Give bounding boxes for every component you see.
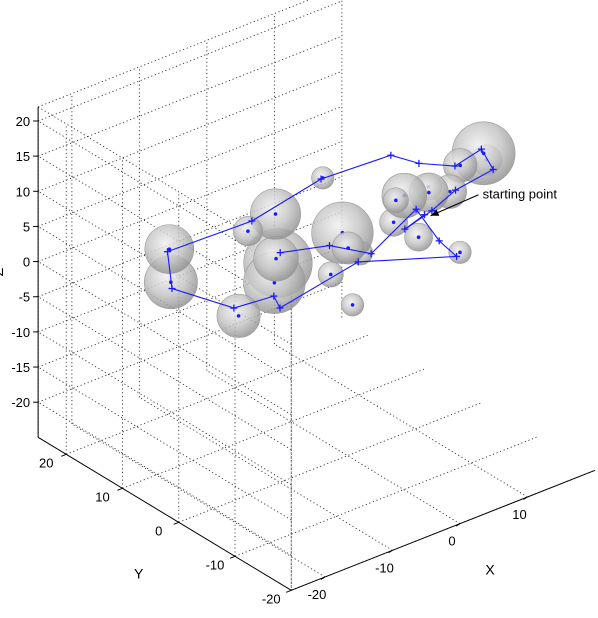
grid-line — [274, 343, 528, 498]
grid-line — [37, 0, 343, 122]
sphere-center-point — [394, 198, 398, 203]
path-marker — [387, 151, 395, 159]
x-tick-mark — [523, 496, 528, 500]
path-marker — [453, 252, 461, 260]
path-marker — [248, 217, 256, 225]
z-tick-label: -5 — [19, 290, 31, 305]
path-marker — [435, 237, 443, 245]
annotation-arrow — [430, 194, 479, 217]
sphere-center-point — [448, 189, 452, 194]
sphere-center-point — [272, 280, 277, 285]
sphere-center-point — [167, 247, 172, 251]
grid-line — [71, 423, 326, 578]
sphere-center-point — [236, 314, 241, 318]
y-axis-label: Y — [134, 566, 144, 582]
path-series — [164, 145, 497, 312]
grid-line — [234, 435, 539, 557]
x-tick-label: -10 — [375, 560, 394, 575]
y-tick-mark — [286, 589, 292, 593]
y-axis-line — [37, 436, 292, 591]
spheres — [143, 121, 516, 338]
y-tick-label: -10 — [206, 557, 225, 572]
sphere-center-point — [273, 212, 278, 216]
y-tick-mark — [229, 555, 236, 559]
x-axis-label: X — [485, 561, 495, 577]
grid-line — [66, 333, 371, 455]
path-marker — [354, 258, 362, 266]
sphere-center-point — [458, 250, 462, 255]
path-marker — [164, 248, 171, 256]
grid-line — [37, 35, 343, 157]
path-marker — [477, 145, 485, 153]
grid-line — [37, 70, 343, 192]
z-tick-label: 0 — [23, 255, 30, 270]
z-tick-label: -15 — [11, 360, 30, 375]
x-tick-mark — [455, 523, 461, 527]
grid-line — [122, 367, 427, 489]
grid-line — [37, 366, 292, 521]
path-marker — [230, 304, 238, 312]
annotation-text: starting point — [483, 187, 558, 202]
z-tick-label: -10 — [11, 325, 30, 340]
path-marker — [415, 159, 423, 167]
sphere-center-point — [350, 303, 355, 307]
path-marker — [489, 165, 497, 173]
grid-line — [206, 370, 461, 525]
path-marker — [421, 211, 429, 219]
grid-line — [37, 401, 292, 556]
z-axis-label: Z — [0, 267, 6, 276]
grid-lines — [37, 0, 596, 591]
y-tick-label: 10 — [95, 489, 109, 504]
tick-labels: -20 -10 0 10 20 10 0 -10 -20 20 15 10 5 0 -5 -10 -15 -20 — [11, 114, 526, 606]
z-tick-label: 5 — [23, 219, 30, 234]
path-marker — [270, 292, 278, 300]
axes — [33, 106, 596, 593]
grid-line — [178, 401, 483, 523]
y-tick-mark — [117, 487, 123, 491]
z-tick-label: 10 — [16, 184, 30, 199]
z-tick-label: -20 — [11, 395, 30, 410]
path-marker — [452, 186, 459, 194]
path-marker — [276, 249, 284, 257]
annotation-arrowhead — [430, 209, 440, 216]
y-tick-label: 0 — [155, 523, 162, 538]
path-marker — [401, 225, 409, 233]
z-tick-label: 20 — [16, 114, 30, 129]
y-tick-mark — [173, 521, 179, 525]
sphere-center-point — [416, 235, 421, 239]
x-tick-mark — [320, 576, 326, 580]
path-marker — [451, 162, 459, 170]
sphere-center-point — [274, 256, 278, 261]
path-marker — [317, 175, 325, 183]
sphere-center-point — [427, 190, 431, 195]
sphere-center-point — [391, 220, 396, 225]
path-marker — [367, 250, 375, 258]
path-marker — [412, 205, 420, 213]
y-tick-label: 20 — [39, 455, 53, 470]
sphere-center-point — [328, 272, 333, 277]
grid-line — [139, 396, 393, 551]
path-marker — [276, 304, 284, 312]
annotation: starting point — [430, 187, 558, 217]
y-tick-mark — [61, 453, 67, 457]
path-marker — [428, 207, 436, 215]
y-tick-label: -20 — [262, 591, 281, 606]
x-tick-label: 10 — [512, 507, 526, 522]
grid-line — [37, 331, 292, 486]
sphere-center-point — [246, 229, 250, 233]
z-tick-label: 15 — [16, 149, 30, 164]
x-axis-line — [291, 469, 596, 591]
x-tick-label: -20 — [308, 587, 327, 602]
x-tick-mark — [388, 549, 393, 554]
box-edge — [37, 0, 310, 108]
path-marker — [168, 285, 176, 293]
x-tick-label: 0 — [448, 534, 455, 549]
sphere-center-point — [458, 163, 463, 168]
path-marker — [326, 242, 333, 250]
